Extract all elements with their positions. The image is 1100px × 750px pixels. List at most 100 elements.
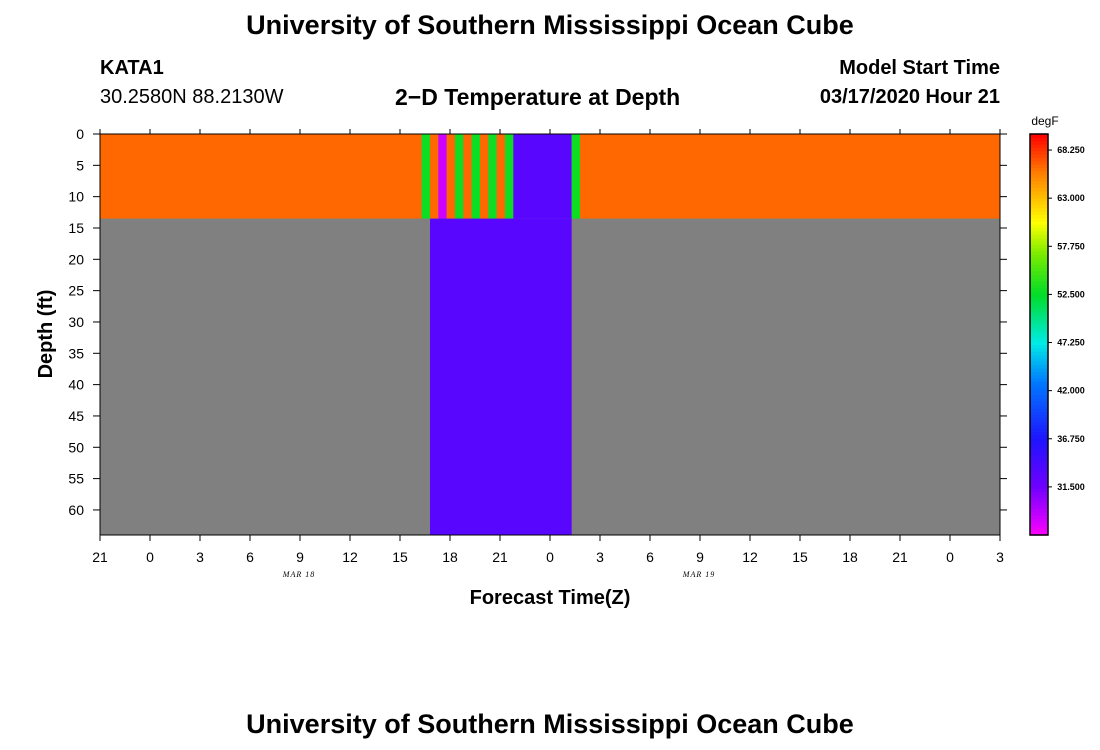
station-id: KATA1 [100, 57, 164, 79]
colorbar-band [1030, 341, 1048, 346]
colorbar-band [1030, 144, 1048, 148]
colorbar-band [1030, 448, 1048, 453]
colorbar-band [1030, 508, 1048, 513]
colorbar-band [1030, 474, 1048, 479]
colorbar-band [1030, 140, 1048, 145]
colorbar-band [1030, 521, 1048, 526]
temperature-cell [438, 134, 447, 219]
temperature-cell [513, 134, 572, 219]
colorbar-band [1030, 291, 1048, 295]
y-tick-label: 10 [68, 189, 84, 205]
colorbar-band [1030, 411, 1048, 416]
colorbar-tick-label: 47.250 [1057, 338, 1085, 348]
x-tick-label: 9 [296, 549, 304, 565]
colorbar-tick-label: 31.500 [1057, 482, 1085, 492]
colorbar-band [1030, 284, 1048, 289]
colorbar-frame [1029, 133, 1049, 536]
x-tick-label: 0 [146, 549, 154, 565]
y-tick-label: 30 [68, 314, 84, 330]
colorbar-band [1030, 354, 1048, 359]
x-tick-label: 3 [596, 549, 604, 565]
x-tick-label: 21 [92, 549, 108, 565]
y-tick-label: 50 [68, 439, 84, 455]
colorbar-band [1030, 234, 1048, 239]
temperature-cell [430, 218, 572, 535]
temperature-cell [496, 134, 505, 219]
colorbar-band [1030, 451, 1048, 456]
colorbar-band [1030, 277, 1048, 282]
x-tick-label: 3 [996, 549, 1004, 565]
colorbar-tick-label: 57.750 [1057, 241, 1085, 251]
colorbar-band [1030, 524, 1048, 529]
colorbar-band [1030, 134, 1048, 138]
colorbar-band [1030, 438, 1048, 443]
colorbar-band [1030, 244, 1048, 249]
colorbar-band [1030, 247, 1048, 252]
colorbar-band [1030, 364, 1048, 369]
colorbar-band [1030, 194, 1048, 199]
temperature-cell [580, 134, 1000, 219]
x-tick-label: 18 [842, 549, 858, 565]
x-tick-label: 15 [792, 549, 808, 565]
plot-area [99, 133, 1001, 536]
temperature-cell [446, 134, 455, 219]
y-tick-label: 5 [76, 157, 84, 173]
colorbar-band [1030, 260, 1048, 265]
colorbar-band [1030, 394, 1048, 399]
colorbar-band [1030, 461, 1048, 466]
colorbar-band [1030, 187, 1048, 192]
colorbar-band [1030, 321, 1048, 326]
footer-title: University of Southern Mississippi Ocean… [246, 709, 854, 739]
colorbar-band [1030, 531, 1048, 536]
colorbar-tick-label: 42.000 [1057, 386, 1085, 396]
colorbar-band [1030, 488, 1048, 493]
colorbar-band [1030, 301, 1048, 306]
colorbar-band [1030, 491, 1048, 496]
x-tick-label: 21 [892, 549, 908, 565]
colorbar-band [1030, 454, 1048, 459]
x-date-label: MAR 19 [682, 570, 715, 579]
temperature-cell [430, 134, 439, 219]
colorbar-band [1030, 501, 1048, 506]
colorbar-band [1030, 314, 1048, 319]
colorbar-band [1030, 311, 1048, 316]
y-tick-label: 55 [68, 471, 84, 487]
colorbar-band [1030, 210, 1048, 215]
colorbar-band [1030, 514, 1048, 519]
colorbar-band [1030, 421, 1048, 426]
y-tick-label: 60 [68, 502, 84, 518]
colorbar-band [1030, 304, 1048, 309]
x-tick-label: 0 [946, 549, 954, 565]
colorbar-band [1030, 414, 1048, 419]
colorbar-band [1030, 307, 1048, 312]
colorbar-band [1030, 250, 1048, 255]
x-tick-label: 18 [442, 549, 458, 565]
colorbar-band [1030, 147, 1048, 152]
colorbar-band [1030, 257, 1048, 262]
colorbar-band [1030, 351, 1048, 356]
colorbar-band [1030, 240, 1048, 245]
colorbar-band [1030, 190, 1048, 195]
colorbar-band [1030, 397, 1048, 402]
colorbar-band [1030, 518, 1048, 523]
colorbar-band [1030, 418, 1048, 422]
colorbar-band [1030, 347, 1048, 352]
colorbar-band [1030, 361, 1048, 366]
colorbar-band [1030, 424, 1048, 429]
x-tick-label: 12 [742, 549, 758, 565]
colorbar-band [1030, 220, 1048, 225]
colorbar-band [1030, 528, 1048, 533]
colorbar-band [1030, 214, 1048, 219]
colorbar-band [1030, 434, 1048, 439]
station-coordinates: 30.2580N 88.2130W [100, 86, 284, 108]
colorbar-band [1030, 498, 1048, 503]
y-axis-label: Depth (ft) [35, 290, 57, 379]
colorbar-band [1030, 468, 1048, 473]
colorbar-band [1030, 444, 1048, 449]
colorbar-band [1030, 441, 1048, 446]
colorbar-tick-label: 63.000 [1057, 193, 1085, 203]
temperature-cell [488, 134, 497, 219]
colorbar-band [1030, 230, 1048, 235]
colorbar-band [1030, 137, 1048, 142]
temperature-cell [463, 134, 472, 219]
